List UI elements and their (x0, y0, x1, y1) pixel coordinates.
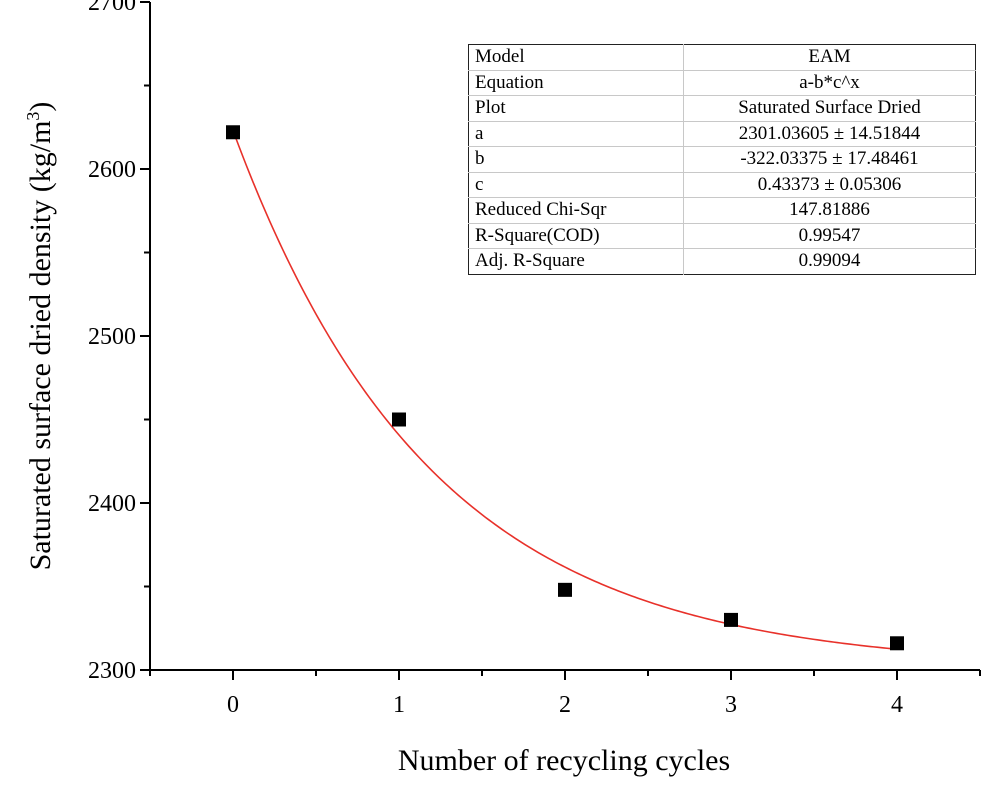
stats-row: b -322.03375 ± 17.48461 (468, 146, 976, 172)
stats-row: Plot Saturated Surface Dried (468, 95, 976, 121)
stats-row: Reduced Chi-Sqr 147.81886 (468, 197, 976, 223)
stats-key: c (468, 171, 684, 198)
stats-key: Plot (468, 95, 684, 121)
stats-row: Adj. R-Square 0.99094 (468, 248, 976, 274)
x-tick-label: 1 (393, 692, 405, 718)
y-axis-label: Saturated surface dried density (kg/m3) (23, 102, 57, 571)
y-tick-label: 2600 (88, 157, 136, 183)
fit-statistics-table: Model EAM Equation a-b*c^x Plot Saturated Sur… (468, 44, 976, 275)
stats-key: Reduced Chi-Sqr (468, 197, 684, 223)
stats-value: a-b*c^x (683, 69, 976, 96)
stats-key: b (468, 146, 684, 172)
stats-key: Equation (468, 69, 684, 96)
stats-value: EAM (808, 46, 851, 68)
x-tick-label: 3 (725, 692, 737, 718)
axes: 0 1 2 3 4 2300 2400 2500 2600 2700 (88, 0, 981, 718)
data-point (890, 636, 904, 651)
data-point (558, 582, 572, 597)
stats-value: Saturated Surface Dried (683, 95, 976, 121)
fit-curve (232, 130, 898, 651)
stats-value: 0.43373 ± 0.05306 (683, 171, 976, 198)
x-axis-label: Number of recycling cycles (398, 744, 730, 777)
stats-value: 147.81886 (683, 197, 976, 223)
x-tick-label: 2 (559, 692, 571, 718)
stats-key: Model (468, 44, 684, 70)
y-axis-label-main: Saturated surface dried density (kg/m (24, 121, 57, 571)
y-axis-label-end: ) (24, 102, 57, 112)
stats-row: R-Square(COD) 0.99547 (468, 222, 976, 249)
data-point (724, 612, 738, 627)
stats-row: Model EAM (468, 44, 976, 70)
stats-key: Adj. R-Square (468, 248, 684, 274)
stats-key: R-Square(COD) (468, 222, 684, 249)
x-tick-label: 0 (227, 692, 239, 718)
y-tick-label: 2300 (88, 658, 136, 684)
data-point (226, 125, 240, 140)
stats-value: 0.99094 (683, 248, 976, 274)
stats-value: 0.99547 (683, 222, 976, 249)
y-tick-label: 2400 (88, 491, 136, 517)
stats-row: Equation a-b*c^x (468, 69, 976, 96)
data-points-layer (226, 125, 904, 651)
y-tick-label: 2500 (88, 324, 136, 350)
data-point (392, 412, 406, 427)
y-tick-label: 2700 (88, 0, 136, 16)
x-tick-label: 4 (891, 692, 903, 718)
stats-row: a 2301.03605 ± 14.51844 (468, 120, 976, 147)
stats-value: -322.03375 ± 17.48461 (683, 146, 976, 172)
fit-curve-layer (232, 130, 898, 651)
stats-key: a (468, 120, 684, 147)
stats-row: c 0.43373 ± 0.05306 (468, 171, 976, 198)
stats-value: 2301.03605 ± 14.51844 (683, 120, 976, 147)
y-axis-label-superscript: 3 (23, 112, 43, 121)
